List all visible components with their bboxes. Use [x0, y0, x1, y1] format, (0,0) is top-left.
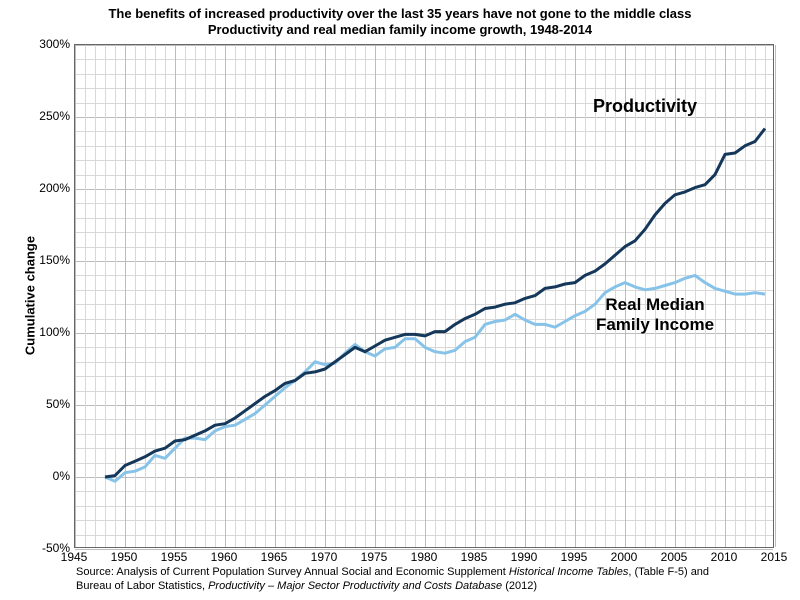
- y-tick-label: 250%: [0, 109, 70, 123]
- source-text: Source: Analysis of Current Population S…: [76, 566, 709, 594]
- source-line1-b: Historical Income Tables: [509, 566, 628, 578]
- source-line2-a: Bureau of Labor Statistics,: [76, 580, 208, 592]
- x-tick-label: 1955: [161, 550, 188, 564]
- y-tick-label: 0%: [0, 469, 70, 483]
- x-tick-label: 2005: [661, 550, 688, 564]
- chart-title: The benefits of increased productivity o…: [0, 0, 800, 39]
- x-tick-label: 1990: [511, 550, 538, 564]
- x-tick-label: 1975: [361, 550, 388, 564]
- source-line2-c: (2012): [502, 580, 537, 592]
- series-label: Real MedianFamily Income: [565, 295, 745, 334]
- source-line1-c: , (Table F-5) and: [628, 566, 709, 578]
- y-tick-label: 300%: [0, 37, 70, 51]
- y-tick-label: -50%: [0, 541, 70, 555]
- source-line2-b: Productivity – Major Sector Productivity…: [208, 580, 502, 592]
- x-tick-label: 1965: [261, 550, 288, 564]
- x-tick-label: 1980: [411, 550, 438, 564]
- x-tick-label: 2010: [711, 550, 738, 564]
- title-line-2: Productivity and real median family inco…: [0, 22, 800, 38]
- y-tick-label: 200%: [0, 181, 70, 195]
- x-tick-label: 1950: [111, 550, 138, 564]
- x-tick-label: 2015: [761, 550, 788, 564]
- y-tick-label: 100%: [0, 325, 70, 339]
- x-tick-label: 1995: [561, 550, 588, 564]
- x-tick-label: 1970: [311, 550, 338, 564]
- y-tick-label: 50%: [0, 397, 70, 411]
- y-axis-label: Cumulative change: [23, 226, 38, 366]
- x-tick-label: 2000: [611, 550, 638, 564]
- source-line1-a: Source: Analysis of Current Population S…: [76, 566, 509, 578]
- y-tick-label: 150%: [0, 253, 70, 267]
- chart-container: The benefits of increased productivity o…: [0, 0, 800, 600]
- plot-area: Productivity Real MedianFamily Income: [74, 44, 774, 548]
- x-tick-label: 1960: [211, 550, 238, 564]
- title-line-1: The benefits of increased productivity o…: [0, 6, 800, 22]
- series-label: Productivity: [555, 96, 735, 117]
- x-tick-label: 1945: [61, 550, 88, 564]
- x-tick-label: 1985: [461, 550, 488, 564]
